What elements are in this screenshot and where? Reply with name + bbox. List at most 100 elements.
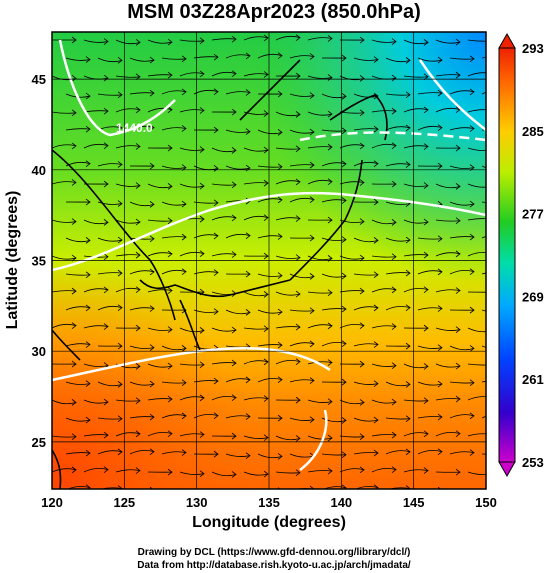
streamline [211, 253, 237, 257]
streamline [179, 39, 205, 42]
streamline [449, 381, 475, 384]
x-tick-label: 140 [330, 495, 352, 510]
streamline [353, 128, 379, 131]
streamline [449, 201, 475, 206]
streamline-arrow [117, 91, 123, 99]
streamline [371, 399, 397, 404]
streamline [353, 381, 379, 385]
streamline [449, 414, 475, 419]
streamline [371, 363, 397, 367]
streamline-arrow [488, 251, 492, 257]
streamline-arrow [295, 111, 301, 118]
streamline [243, 327, 269, 330]
streamline [417, 416, 443, 419]
streamline [289, 453, 315, 458]
streamline-arrow [295, 145, 301, 153]
streamline [307, 37, 333, 41]
streamline-arrow [309, 416, 315, 423]
streamline [52, 219, 77, 223]
streamline [353, 237, 379, 243]
streamline [449, 269, 475, 275]
streamline [371, 110, 397, 113]
x-tick-label: 145 [403, 495, 425, 510]
streamline [481, 309, 486, 312]
streamline-arrow [85, 304, 91, 312]
streamline [403, 399, 429, 402]
streamline [65, 128, 91, 131]
streamline-arrow [263, 146, 269, 154]
streamline-arrow [423, 73, 429, 81]
streamline [97, 237, 123, 242]
colorbar-tick-label: 293 [522, 41, 544, 56]
streamline [129, 416, 155, 419]
streamline [417, 57, 443, 62]
streamline-arrow [85, 92, 91, 100]
streamline-arrow [373, 304, 379, 312]
streamline [417, 237, 443, 240]
streamline [385, 237, 411, 242]
streamline-arrow [455, 395, 461, 403]
streamline-arrow [167, 468, 173, 476]
streamline-arrow [85, 125, 91, 133]
streamline [97, 93, 123, 96]
streamline-arrow [455, 183, 461, 190]
streamline-arrow [455, 71, 461, 79]
streamline-arrow [135, 182, 141, 189]
streamline-arrow [488, 289, 492, 295]
streamline-arrow [437, 235, 443, 243]
streamline-arrow [373, 160, 379, 167]
streamline [211, 362, 237, 365]
streamline-arrow [423, 324, 429, 332]
streamline-arrow [437, 486, 442, 489]
streamline-arrow [341, 451, 347, 459]
streamline [481, 165, 486, 169]
streamline [193, 309, 219, 313]
streamline [371, 434, 397, 437]
streamline-arrow [488, 471, 492, 477]
streamline-arrow [181, 55, 187, 63]
streamline [257, 165, 283, 168]
streamline-arrow [213, 232, 219, 240]
streamline-arrow [309, 128, 315, 136]
streamline-arrow [437, 89, 443, 97]
streamline-arrow [359, 322, 365, 329]
streamline [147, 431, 173, 437]
streamline-arrow [85, 416, 91, 424]
streamline [385, 381, 411, 387]
streamline-arrow [85, 380, 91, 387]
streamline [97, 381, 123, 387]
streamline-arrow [199, 394, 205, 402]
streamline-arrow [199, 327, 205, 334]
streamline [385, 57, 411, 63]
streamline [435, 363, 461, 368]
streamline-arrow [117, 415, 123, 423]
streamline-arrow [405, 448, 411, 456]
streamline-arrow [231, 432, 237, 440]
streamline [275, 147, 301, 150]
streamline [67, 485, 91, 489]
streamline [289, 342, 315, 347]
streamline [179, 471, 205, 475]
streamline-arrow [437, 162, 443, 170]
streamline-arrow [405, 415, 411, 423]
streamline-arrow [309, 92, 315, 99]
streamline-arrow [341, 160, 347, 168]
streamline [225, 378, 251, 383]
streamline [385, 93, 411, 96]
streamline-arrow [277, 341, 283, 349]
streamline [321, 341, 347, 347]
colorbar-top-arrow [498, 32, 516, 49]
streamline [481, 91, 486, 95]
streamline [257, 344, 283, 347]
streamline [161, 381, 187, 384]
streamline [353, 273, 379, 276]
streamline-arrow [85, 160, 91, 167]
streamline-arrow [341, 127, 347, 135]
streamline-arrow [309, 53, 315, 60]
streamline-arrow [199, 431, 205, 438]
streamline-arrow [135, 286, 141, 293]
streamline-arrow [423, 182, 429, 189]
y-tick-label: 45 [32, 72, 46, 87]
streamline [289, 417, 315, 421]
streamline [321, 308, 347, 311]
